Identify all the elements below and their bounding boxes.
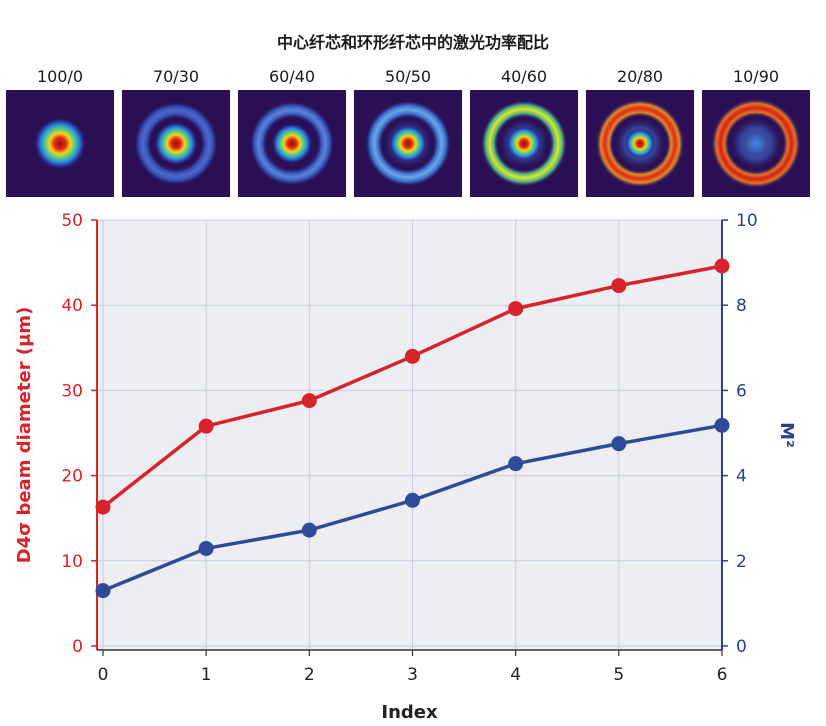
data-point [198,418,214,434]
beam-profile: 50/50 [354,67,462,197]
right-tick-label: 4 [736,467,747,487]
beam-profile: 60/40 [238,67,346,197]
right-tick-label: 10 [736,211,758,231]
x-tick-label: 5 [613,665,624,685]
x-tick-label: 6 [717,665,728,685]
left-tick-label: 30 [61,381,83,401]
right-tick-label: 2 [736,552,747,572]
data-point [301,393,317,409]
right-tick-label: 8 [736,296,747,316]
data-point [301,522,317,538]
beam-center-spot [506,125,542,162]
series-m2 [95,417,730,599]
left-tick-label: 20 [61,467,83,487]
beam-profile-strip: 100/0 70/30 60/40 50/50 40/60 20/80 10/90 [6,67,810,197]
beam-profile: 100/0 [6,67,114,197]
data-point [714,417,730,433]
beam-center-spot [34,117,86,170]
data-point [405,348,420,364]
beam-profile-label: 40/60 [501,67,547,86]
data-point [405,492,420,508]
beam-profile: 10/90 [702,67,810,197]
beam-profile: 20/80 [586,67,694,197]
series-beam-diameter [95,258,730,515]
beam-profile-label: 60/40 [269,67,315,86]
beam-profile: 40/60 [470,67,578,197]
data-point [611,278,627,294]
x-tick-label: 4 [510,665,521,685]
left-tick-label: 50 [61,211,83,231]
beam-center-spot [625,128,655,159]
beam-center-spot [742,130,770,157]
left-tick-label: 10 [61,552,83,572]
x-axis-label: Index [381,702,438,723]
beam-center-spot [154,121,198,166]
beam-profile-label: 10/90 [733,67,779,86]
left-tick-label: 40 [61,296,83,316]
data-point [714,258,730,274]
data-point [611,436,627,452]
beam-center-spot [271,123,313,164]
x-tick-label: 2 [304,665,315,685]
x-tick-label: 1 [201,665,212,685]
right-axis-label: M² [776,422,797,448]
left-tick-label: 0 [72,637,83,657]
beam-profile-label: 20/80 [617,67,663,86]
x-tick-label: 0 [98,665,109,685]
left-axis-label: D4σ beam diameter (μm) [14,307,35,564]
beam-profile-label: 50/50 [385,67,431,86]
beam-center-spot [389,124,427,163]
right-tick-label: 0 [736,637,747,657]
beam-profile-label: 100/0 [37,67,83,86]
x-tick-label: 3 [407,665,418,685]
data-point [508,301,524,317]
data-point [198,540,214,556]
beam-profile-label: 70/30 [153,67,199,86]
figure-title: 中心纤芯和环形纤芯中的激光功率配比 [277,33,549,52]
data-point [95,499,111,515]
beam-profile: 70/30 [122,67,230,197]
data-point [508,456,524,472]
right-tick-label: 6 [736,381,747,401]
data-point [95,583,111,599]
